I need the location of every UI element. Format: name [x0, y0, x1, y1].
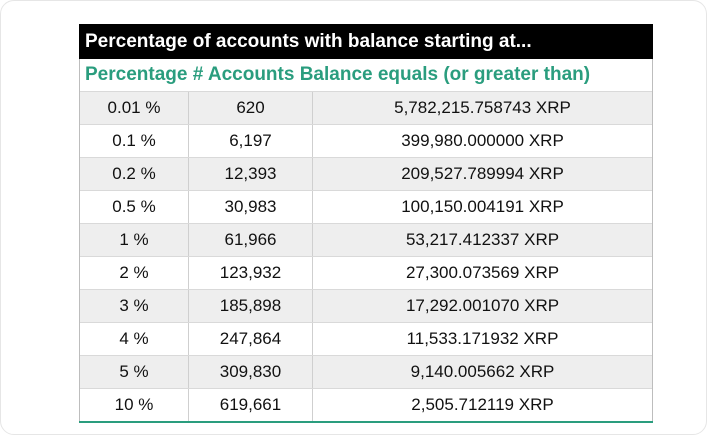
balance-cell: 17,292.001070 XRP — [405, 296, 560, 315]
table-header: Percentage # Accounts Balance equals (or… — [79, 59, 653, 91]
table-row: 2 % 123,932 27,300.073569 XRP — [80, 256, 652, 289]
balance-cell: 27,300.073569 XRP — [405, 263, 560, 282]
balance-cell: 53,217.412337 XRP — [405, 230, 560, 249]
table-row: 3 % 185,898 17,292.001070 XRP — [80, 289, 652, 322]
table-row: 1 % 61,966 53,217.412337 XRP — [80, 223, 652, 256]
percentage-cell: 10 % — [80, 389, 189, 421]
accounts-cell: 6,197 — [189, 125, 313, 157]
percentage-cell: 0.01 % — [80, 92, 189, 124]
table-row: 0.5 % 30,983 100,150.004191 XRP — [80, 190, 652, 223]
balance-cell: 209,527.789994 XRP — [401, 164, 564, 183]
accounts-cell: 309,830 — [189, 356, 313, 388]
balance-cell: 399,980.000000 XRP — [401, 131, 564, 150]
accounts-cell: 30,983 — [189, 191, 313, 223]
table-bottom-rule — [79, 421, 653, 423]
table-row: 10 % 619,661 2,505.712119 XRP — [80, 388, 652, 421]
table-body: 0.01 % 620 5,782,215.758743 XRP 0.1 % 6,197 3… — [79, 91, 653, 421]
percentage-cell: 1 % — [80, 224, 189, 256]
accounts-cell: 619,661 — [189, 389, 313, 421]
balance-table: Percentage of accounts with balance star… — [79, 24, 653, 423]
table-row: 0.1 % 6,197 399,980.000000 XRP — [80, 124, 652, 157]
percentage-cell: 5 % — [80, 356, 189, 388]
balance-cell: 11,533.171932 XRP — [406, 329, 559, 348]
balance-cell: 5,782,215.758743 XRP — [394, 98, 571, 117]
balance-cell: 100,150.004191 XRP — [401, 197, 564, 216]
percentage-cell: 4 % — [80, 323, 189, 355]
balance-cell: 9,140.005662 XRP — [410, 362, 555, 381]
table-row: 4 % 247,864 11,533.171932 XRP — [80, 322, 652, 355]
table-row: 0.2 % 12,393 209,527.789994 XRP — [80, 157, 652, 190]
accounts-cell: 185,898 — [189, 290, 313, 322]
table-title: Percentage of accounts with balance star… — [79, 24, 653, 59]
accounts-cell: 123,932 — [189, 257, 313, 289]
percentage-cell: 2 % — [80, 257, 189, 289]
table-row: 0.01 % 620 5,782,215.758743 XRP — [80, 91, 652, 124]
balance-cell: 2,505.712119 XRP — [411, 395, 554, 414]
percentage-cell: 0.1 % — [80, 125, 189, 157]
percentage-cell: 0.2 % — [80, 158, 189, 190]
accounts-cell: 247,864 — [189, 323, 313, 355]
percentage-cell: 3 % — [80, 290, 189, 322]
table-row: 5 % 309,830 9,140.005662 XRP — [80, 355, 652, 388]
accounts-cell: 61,966 — [189, 224, 313, 256]
percentage-cell: 0.5 % — [80, 191, 189, 223]
accounts-cell: 620 — [189, 92, 313, 124]
accounts-cell: 12,393 — [189, 158, 313, 190]
